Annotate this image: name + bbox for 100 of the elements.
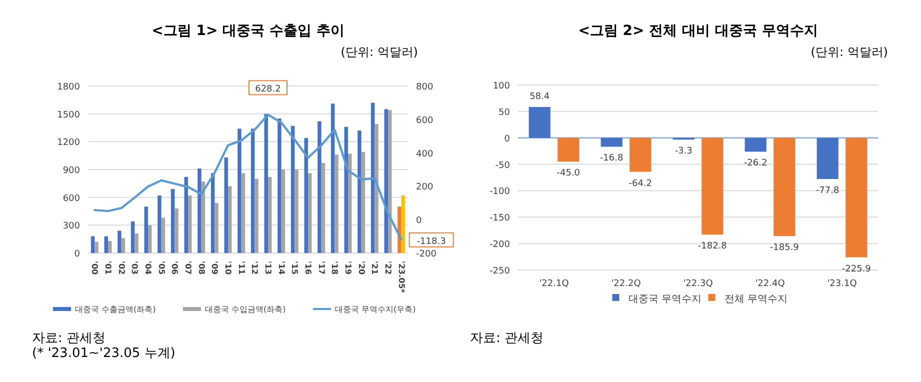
y2-tick-label: -200 — [416, 250, 437, 260]
bar — [398, 206, 402, 253]
x-tick-label: '07 — [184, 261, 192, 275]
bar — [228, 186, 232, 253]
data-label: -77.8 — [816, 186, 840, 196]
data-label: -182.8 — [698, 241, 728, 252]
bar — [224, 157, 228, 253]
x-tick-label: '22.1Q — [539, 279, 569, 289]
legend-label: 전체 무역수지 — [724, 294, 788, 305]
y-tick-label: 900 — [62, 166, 80, 176]
x-tick-label: '21 — [370, 261, 380, 276]
bar — [94, 242, 98, 253]
x-tick-label: '01 — [104, 261, 112, 276]
x-tick-label: '19 — [344, 261, 352, 276]
x-tick-label: '11 — [236, 261, 246, 276]
x-tick-label: '23.1Q — [827, 279, 857, 289]
x-tick-label: '03 — [130, 261, 140, 275]
bar — [108, 240, 112, 253]
x-tick-label: '18 — [330, 261, 340, 276]
bar — [250, 128, 255, 253]
bar — [90, 236, 95, 253]
legend-label: 대중국 무역수지 — [628, 294, 702, 305]
y-tick-label: -100 — [490, 187, 510, 198]
legend-label: 대중국 수출금액(좌축) — [75, 305, 156, 314]
x-tick-label: '12 — [250, 261, 260, 275]
legend-label: 대중국 무역수지(우축) — [335, 305, 416, 314]
bar — [104, 236, 108, 253]
chart-title: <그림 1> 대중국 수출입 추이 — [152, 23, 344, 39]
bar — [184, 176, 188, 253]
bar — [370, 102, 375, 253]
bar — [348, 154, 352, 253]
x-tick-label: '08 — [196, 261, 206, 276]
bar — [304, 138, 308, 253]
x-tick-label: '00 — [90, 261, 100, 276]
bar — [388, 110, 392, 253]
data-label: -26.2 — [744, 158, 768, 169]
x-tick-label: '20 — [356, 261, 366, 276]
bar — [290, 126, 295, 253]
y-tick-label: -200 — [490, 240, 510, 250]
line-series — [94, 114, 402, 240]
bar — [278, 118, 282, 253]
bar — [121, 238, 126, 253]
x-tick-label: '10 — [224, 261, 232, 276]
data-label: -225.9 — [842, 264, 872, 274]
bar — [321, 163, 326, 253]
y2-tick-label: 600 — [416, 116, 434, 126]
y2-tick-label: 400 — [416, 149, 434, 160]
x-tick-label: '23.05* — [396, 261, 406, 294]
y-tick-label: 600 — [62, 194, 80, 204]
text: 자료: 관세청 — [32, 331, 106, 346]
y2-tick-label: 200 — [416, 182, 434, 193]
bar — [241, 173, 246, 253]
y-tick-label: 0 — [74, 250, 80, 260]
y-tick-label: 50 — [498, 108, 510, 118]
bar — [281, 170, 286, 253]
bar — [330, 104, 335, 253]
y-tick-label: 0 — [504, 134, 510, 144]
bar — [294, 170, 298, 253]
y-tick-label: 1500 — [57, 110, 80, 120]
x-tick-label: '05 — [156, 261, 166, 276]
data-label: -64.2 — [628, 178, 652, 189]
bar — [401, 195, 406, 253]
x-tick-label: '14 — [276, 261, 286, 276]
bar — [361, 152, 366, 253]
x-tick-label: '17 — [316, 261, 326, 275]
chart-subtitle: (단위: 억달러) — [340, 45, 418, 59]
bar — [144, 206, 148, 253]
data-label: -16.8 — [600, 154, 624, 164]
bar — [214, 202, 218, 253]
bar — [134, 234, 138, 253]
y-tick-label: 100 — [492, 82, 510, 92]
x-tick-label: '06 — [170, 261, 180, 276]
bar — [174, 208, 178, 253]
y2-tick-label: 800 — [416, 82, 434, 92]
bar — [358, 130, 362, 253]
data-label: -3.3 — [674, 146, 692, 157]
data-label: -45.0 — [556, 168, 580, 179]
bar — [308, 173, 312, 253]
bar — [161, 218, 166, 253]
bar — [118, 230, 122, 253]
x-tick-label: '15 — [290, 261, 300, 276]
x-tick-label: '02 — [116, 261, 126, 275]
bar — [148, 225, 152, 253]
text: 자료: 관세청 — [470, 331, 544, 346]
y-tick-label: 300 — [62, 222, 80, 232]
bar — [254, 178, 258, 253]
x-tick-label: '22.4Q — [755, 279, 785, 289]
bar — [188, 195, 192, 253]
bar — [318, 121, 322, 253]
bar — [374, 124, 378, 253]
x-tick-label: '22 — [384, 261, 392, 275]
y-tick-label: -250 — [490, 266, 510, 276]
chart-title: <그림 2> 전체 대비 대중국 무역수지 — [578, 23, 818, 39]
data-label: 628.2 — [255, 84, 281, 95]
bar — [334, 154, 338, 253]
bar — [170, 188, 175, 253]
x-tick-label: '22.3Q — [683, 279, 713, 289]
bar — [210, 173, 215, 253]
y-tick-label: -50 — [495, 160, 510, 171]
y2-tick-label: 0 — [416, 216, 422, 226]
